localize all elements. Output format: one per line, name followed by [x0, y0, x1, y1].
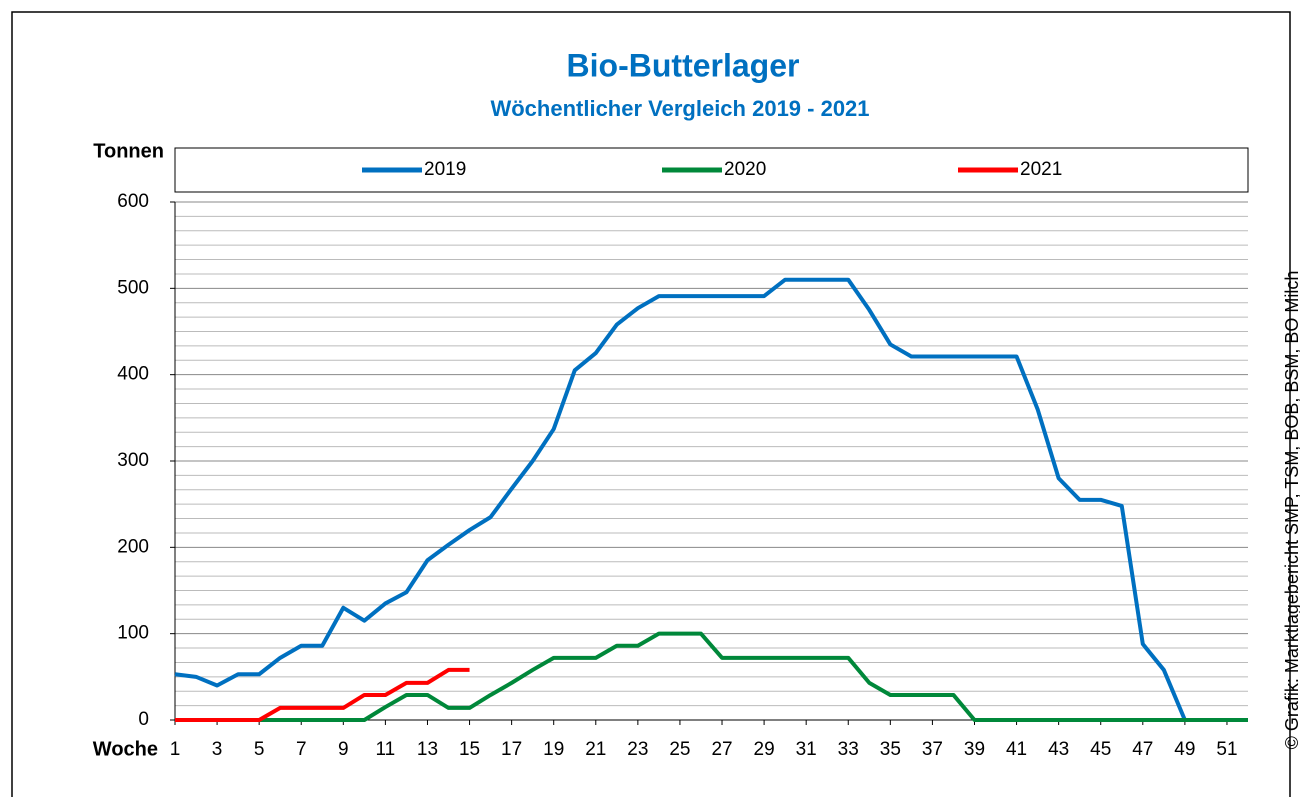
x-tick-label: 13 [417, 739, 438, 760]
x-tick-label: 27 [711, 739, 732, 760]
x-tick-label: 1 [170, 739, 181, 760]
legend-label: 2019 [424, 159, 466, 180]
series-line [175, 667, 470, 722]
x-tick-label: 9 [338, 739, 349, 760]
y-tick-label: 500 [117, 277, 149, 298]
x-tick-label: 17 [501, 739, 522, 760]
x-tick-label: 3 [212, 739, 223, 760]
y-tick-label: 300 [117, 450, 149, 471]
chart-title: Bio-Butterlager [567, 47, 800, 83]
x-tick-label: 21 [585, 739, 606, 760]
source-note: © Grafik: Marktlagebericht SMP, TSM, BOB… [1282, 271, 1300, 750]
y-tick-label: 100 [117, 623, 149, 644]
x-tick-label: 33 [838, 739, 859, 760]
x-tick-label: 23 [627, 739, 648, 760]
frame [11, 11, 1291, 797]
x-tick-label: 11 [376, 739, 396, 760]
y-tick-label: 400 [117, 364, 149, 385]
x-tick-label: 31 [796, 739, 817, 760]
legend-box [174, 147, 1249, 193]
y-tick-label: 200 [117, 536, 149, 557]
x-tick-label: 51 [1216, 739, 1237, 760]
series-line [175, 631, 1248, 722]
x-tick-label: 19 [543, 739, 564, 760]
x-tick-label: 45 [1090, 739, 1111, 760]
x-tick-label: 25 [669, 739, 690, 760]
x-tick-label: 47 [1132, 739, 1153, 760]
x-tick-label: 49 [1174, 739, 1195, 760]
x-tick-label: 35 [880, 739, 901, 760]
y-tick-label: 600 [117, 191, 149, 212]
x-tick-label: 37 [922, 739, 943, 760]
y-axis-label: Tonnen [93, 140, 164, 162]
x-tick-label: 5 [254, 739, 265, 760]
x-tick-label: 7 [296, 739, 307, 760]
series-line [174, 277, 1248, 722]
legend-label: 2020 [724, 159, 766, 180]
x-tick-label: 29 [754, 739, 775, 760]
x-tick-label: 41 [1006, 739, 1027, 760]
x-tick-label: 43 [1048, 739, 1069, 760]
y-tick-label: 0 [138, 709, 149, 730]
legend-label: 2021 [1020, 159, 1062, 180]
x-axis-label: Woche [93, 738, 158, 760]
x-tick-label: 39 [964, 739, 985, 760]
chart-subtitle: Wöchentlicher Vergleich 2019 - 2021 [490, 96, 869, 121]
x-tick-label: 15 [459, 739, 480, 760]
